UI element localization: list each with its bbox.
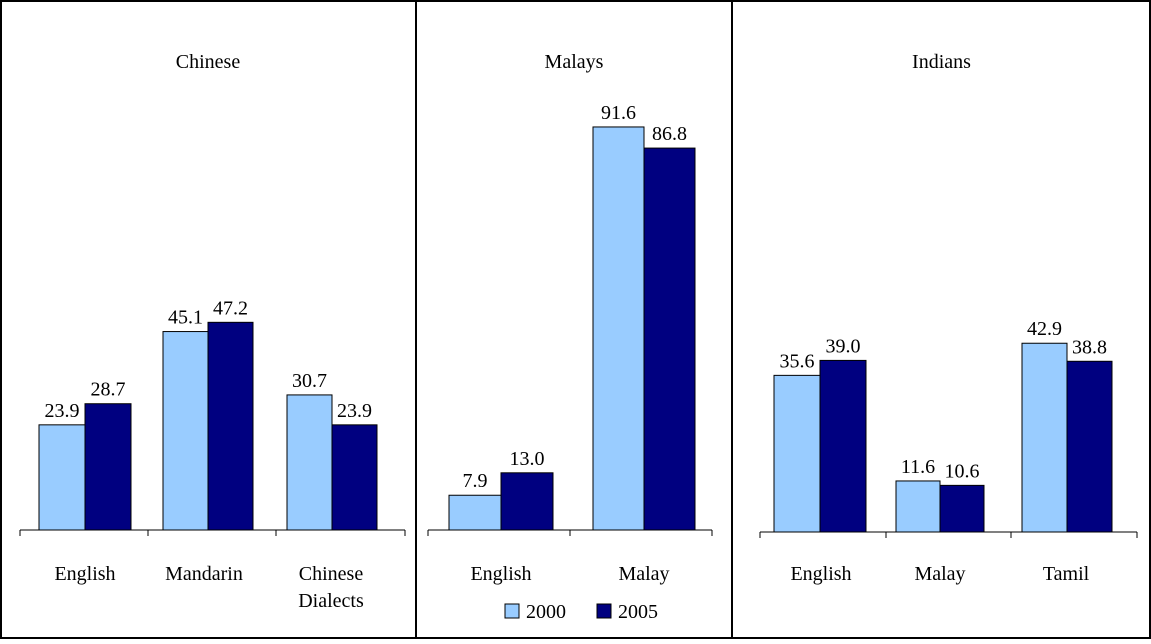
legend-swatch-2005 [596, 603, 612, 619]
data-label: 11.6 [901, 456, 935, 478]
data-label: 10.6 [945, 460, 980, 482]
category-label: Malay [914, 563, 965, 585]
bar-2000 [895, 480, 941, 533]
bar-2005 [207, 321, 254, 531]
category-label: Malay [618, 563, 669, 585]
bar-2000 [773, 374, 821, 533]
data-label: 30.7 [292, 370, 327, 392]
bar-2005 [331, 424, 378, 531]
bar-2000 [162, 331, 209, 531]
data-label: 45.1 [168, 307, 203, 329]
data-label: 86.8 [652, 123, 687, 145]
bar-2000 [592, 126, 645, 531]
data-label: 13.0 [510, 448, 545, 470]
category-label: Dialects [298, 590, 364, 612]
data-label: 39.0 [826, 335, 861, 357]
bar-2005 [84, 403, 132, 531]
bar-2000 [38, 424, 86, 531]
data-label: 38.8 [1072, 336, 1107, 358]
category-label: Tamil [1043, 563, 1090, 585]
legend-swatch-2000 [504, 603, 520, 619]
bar-2005 [939, 484, 985, 533]
panel-title: Chinese [176, 51, 241, 73]
data-label: 28.7 [91, 379, 126, 401]
panel-title: Malays [545, 51, 604, 73]
category-label: English [470, 563, 531, 585]
bar-2000 [1021, 342, 1068, 533]
panel-title: Indians [912, 51, 971, 73]
category-label: Chinese [299, 563, 364, 585]
legend-label: 2005 [618, 601, 658, 623]
category-label: English [54, 563, 115, 585]
bar-2000 [286, 394, 333, 531]
category-label: English [790, 563, 851, 585]
data-label: 47.2 [213, 297, 248, 319]
data-label: 35.6 [780, 350, 815, 372]
bar-2005 [500, 472, 554, 531]
bar-2005 [819, 359, 867, 533]
data-label: 7.9 [463, 470, 488, 492]
data-label: 23.9 [45, 400, 80, 422]
bar-2000 [448, 494, 502, 531]
legend-label: 2000 [526, 601, 566, 623]
data-label: 42.9 [1027, 318, 1062, 340]
data-label: 91.6 [601, 102, 636, 124]
bar-2005 [643, 147, 696, 531]
data-label: 23.9 [337, 400, 372, 422]
bar-2005 [1066, 360, 1113, 533]
category-label: Mandarin [165, 563, 243, 585]
